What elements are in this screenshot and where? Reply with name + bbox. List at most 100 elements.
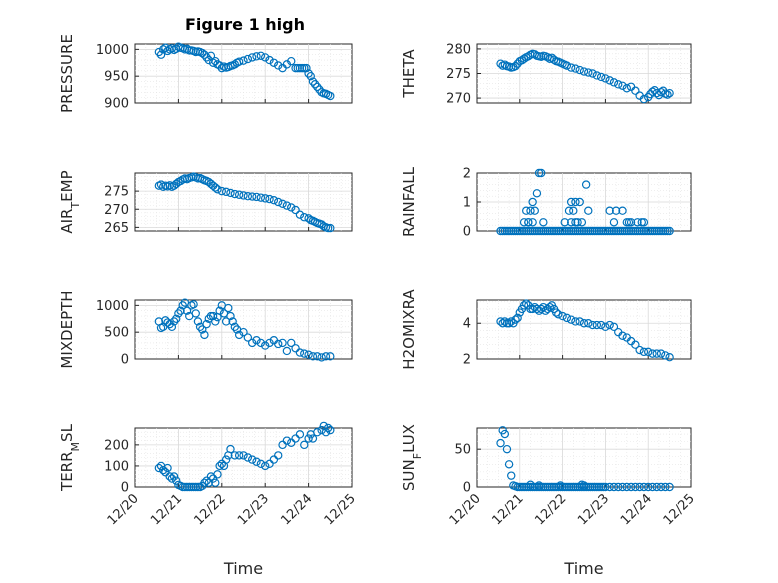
data-point [247,192,257,201]
data-point [291,434,300,443]
data-point [278,338,287,348]
data-point [198,325,207,334]
axes-sun-flux: 0 50 12/20 12/21 12/22 12/23 12/24 12/25 Time SUN… [400,424,698,578]
data-point [282,436,292,445]
data-point [652,349,661,358]
data-point [652,482,661,492]
data-point [247,338,257,348]
data-point [265,338,274,348]
data-point [300,63,309,73]
data-point [226,444,235,454]
y-axis-label: SUNFLUX [400,424,424,491]
data-point [165,319,174,329]
axes-h2omixra: 2 4 H2OMIXRA [400,289,692,370]
data-point [297,63,307,73]
data-point [211,183,220,192]
data-point [295,430,305,439]
data-point [187,482,196,492]
data-point [571,317,580,326]
y-tick-label: 1 [463,196,471,211]
data-point [596,320,606,330]
data-point [256,51,266,61]
x-tick-label: 12/21 [148,491,185,528]
data-point [304,69,313,78]
data-point [665,226,674,236]
data-point [154,47,164,57]
y-tick-label: 265 [104,221,129,236]
data-point [605,320,614,330]
data-point [633,218,642,227]
data-point [635,345,644,355]
data-point [287,203,296,212]
data-point [274,451,283,460]
data-point [601,482,610,492]
data-point [588,69,597,78]
data-point [252,192,261,202]
y-tick-label: 270 [104,203,129,218]
data-point [239,56,248,65]
data-point [519,54,529,63]
data-point [579,67,589,76]
data-point [269,195,279,205]
data-point [566,218,576,227]
data-point [558,311,567,321]
y-axis-label: RAINFALL [400,166,418,237]
data-point [226,188,235,198]
data-point [291,344,300,353]
x-tick-label: 12/23 [575,491,612,528]
data-point [526,206,535,215]
axes-terr-msl: 0 100 200 12/20 12/21 12/22 12/23 12/24 12/25 Tim… [58,421,359,578]
data-point [228,317,237,326]
data-point [609,78,619,87]
data-point [648,87,657,96]
data-point [230,451,240,460]
axes-air-temp: 265 270 275 AIRTEMP [58,170,353,236]
data-point [323,423,333,433]
data-point [326,425,335,435]
data-point [189,300,198,309]
data-point [172,476,181,485]
data-point [326,223,335,233]
data-point [282,201,292,210]
y-tick-label: 0 [463,481,471,496]
x-tick-label: 12/21 [490,491,527,528]
axes-mixdepth: 0 500 1000 MIXDEPTH [58,290,353,369]
data-point [243,453,253,462]
data-point [167,322,177,332]
data-point [256,338,266,348]
data-point [656,349,666,358]
data-point [575,317,584,326]
data-point [256,193,266,202]
data-point [230,60,240,69]
data-point [648,349,657,358]
y-tick-label: 0 [121,481,129,496]
data-point [554,310,563,319]
data-point [326,91,335,101]
data-point [639,94,649,104]
x-tick-label: 12/23 [235,491,272,528]
data-point [252,336,261,345]
x-axis-label: Time [563,559,603,578]
data-point [180,482,190,492]
data-point [317,353,326,362]
data-point [579,319,589,328]
data-point [224,303,233,313]
data-point [239,327,248,337]
data-point [663,90,672,99]
y-tick-label: 0 [463,225,471,240]
data-point [300,440,309,450]
data-point [261,341,270,350]
data-point [172,44,181,54]
data-point [513,313,522,323]
data-point [571,64,580,73]
data-point [200,330,209,340]
data-point [304,350,313,359]
data-point [313,428,322,437]
data-point [208,311,218,321]
y-tick-label: 280 [446,42,471,57]
data-point [519,301,529,310]
data-point [534,481,544,490]
data-point [178,482,187,492]
